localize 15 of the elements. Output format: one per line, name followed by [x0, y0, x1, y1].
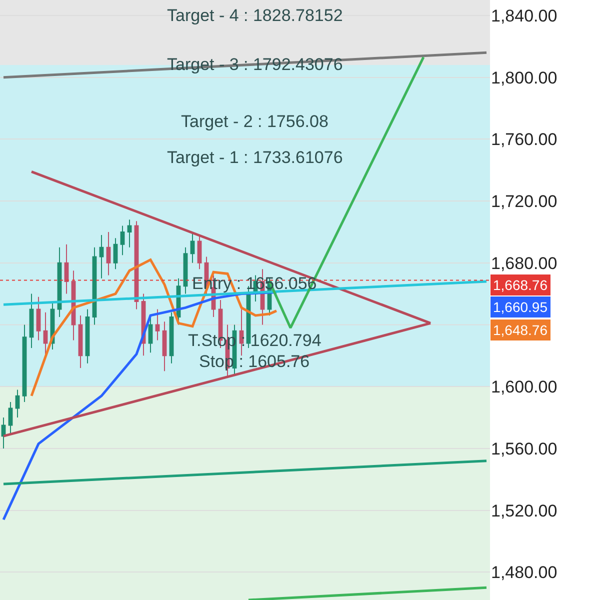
annotation: Target - 4 : 1828.78152 — [167, 6, 343, 25]
text: 1,660.95 — [493, 299, 548, 315]
y-tick-label: 1,720.00 — [491, 192, 558, 211]
ref-line-label: 1,668.76 — [493, 277, 548, 293]
annotation: Target - 2 : 1756.08 — [181, 112, 328, 131]
y-tick-label: 1,840.00 — [491, 6, 558, 26]
y-tick-label: 1,600.00 — [491, 378, 558, 397]
text: 1,648.76 — [493, 322, 548, 338]
y-tick-label: 1,680.00 — [491, 254, 558, 273]
y-tick-label: 1,520.00 — [491, 501, 558, 520]
y-tick-label: 1,800.00 — [491, 68, 558, 88]
annotation: Target - 1 : 1733.61076 — [167, 148, 343, 167]
y-tick-label: 1,760.00 — [491, 130, 558, 150]
y-tick-label: 1,560.00 — [491, 439, 558, 458]
y-tick-label: 1,480.00 — [491, 563, 558, 582]
